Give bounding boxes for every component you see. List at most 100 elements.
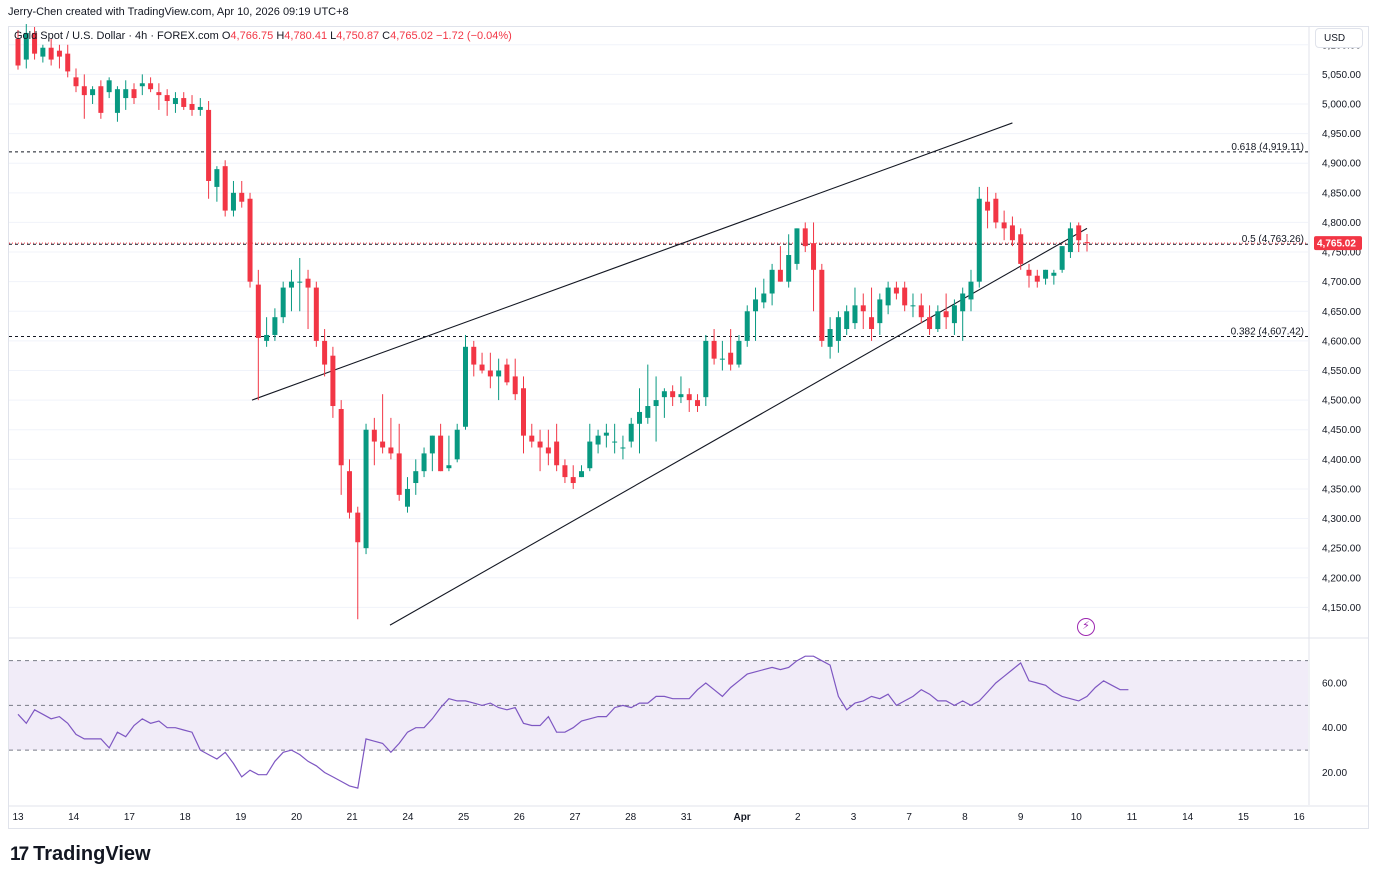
candle-body — [462, 346, 468, 427]
candle-body — [106, 80, 112, 93]
candle-body — [935, 311, 941, 330]
candle-body — [23, 32, 29, 60]
candle-body — [496, 370, 502, 377]
candle-body — [313, 287, 319, 341]
candle-body — [114, 89, 120, 113]
candle-body — [985, 201, 991, 211]
symbol-title[interactable]: Gold Spot / U.S. Dollar · 4h · FOREX.com — [14, 30, 219, 42]
candle-body — [40, 47, 46, 57]
candle-body — [413, 471, 419, 484]
candle-body — [520, 388, 526, 436]
candle-body — [239, 192, 245, 202]
last-price-badge — [1314, 236, 1362, 251]
candle-body — [728, 352, 734, 365]
candle-body — [247, 198, 253, 282]
low-value: 4,750.87 — [336, 30, 380, 42]
candle-body — [927, 317, 933, 330]
candle-body — [719, 358, 725, 360]
candle-body — [670, 391, 676, 398]
candle-body — [148, 83, 154, 90]
fib-level-label: 0.618 (4,919.11) — [1231, 142, 1304, 153]
price-tick-label: 4,550.00 — [1322, 366, 1361, 377]
candle-body — [943, 311, 949, 318]
price-tick-label: 4,800.00 — [1322, 218, 1361, 229]
candle-body — [181, 98, 187, 107]
currency-button[interactable]: USD — [1315, 28, 1363, 48]
candle-body — [429, 435, 435, 454]
close-key: C — [382, 30, 391, 42]
candle-body — [487, 370, 493, 377]
high-key: H — [276, 30, 285, 42]
candle-body — [794, 228, 800, 264]
candle-body — [537, 441, 543, 448]
rsi-tick-label: 40.00 — [1322, 723, 1347, 734]
rsi-line — [17, 655, 1129, 789]
candle-body — [1051, 272, 1057, 276]
candle-body — [802, 228, 808, 247]
candle-body — [15, 38, 21, 66]
candle-body — [968, 281, 974, 300]
price-tick-label: 5,050.00 — [1322, 70, 1361, 81]
time-tick-label: 17 — [124, 812, 136, 823]
lightning-icon[interactable]: ⚡ — [1077, 618, 1095, 636]
candle-body — [653, 400, 659, 407]
last-price-label: 4,765.02 — [1317, 239, 1356, 250]
candle-body — [637, 411, 643, 424]
candle-body — [711, 340, 717, 359]
candle-body — [164, 95, 170, 102]
candle-body — [214, 169, 220, 187]
candle-body — [579, 471, 585, 478]
time-tick-label: 8 — [962, 812, 968, 823]
time-tick-label: 16 — [1294, 812, 1306, 823]
tradingview-logo[interactable]: 17 TradingView — [10, 843, 151, 866]
candle-body — [156, 92, 162, 96]
candle-body — [570, 477, 576, 484]
candle-body — [98, 86, 104, 113]
price-tick-label: 4,150.00 — [1322, 603, 1361, 614]
time-tick-label: 24 — [402, 812, 414, 823]
candle-body — [645, 406, 651, 418]
candle-body — [330, 355, 336, 407]
change-value: −1.72 (−0.04%) — [436, 30, 512, 42]
tradingview-logo-text: TradingView — [33, 843, 151, 865]
candle-body — [703, 340, 709, 398]
candle-body — [811, 243, 817, 270]
candle-body — [404, 488, 410, 507]
candle-body — [297, 281, 303, 283]
candle-body — [438, 435, 444, 472]
candle-body — [446, 465, 452, 469]
candle-body — [976, 198, 982, 282]
candle-body — [736, 340, 742, 365]
candle-body — [545, 447, 551, 454]
rsi-tick-label: 20.00 — [1322, 768, 1347, 779]
candle-body — [554, 441, 560, 466]
price-tick-label: 4,750.00 — [1322, 248, 1361, 259]
candle-body — [81, 86, 87, 96]
candle-body — [471, 346, 477, 365]
candle-body — [139, 83, 145, 87]
candle-body — [1043, 269, 1049, 279]
low-key: L — [330, 30, 337, 42]
candle-body — [661, 391, 667, 398]
close-value: 4,765.02 — [390, 30, 433, 42]
candle-body — [918, 305, 924, 318]
candle-body — [1018, 234, 1024, 264]
candle-body — [769, 269, 775, 294]
time-tick-label: 7 — [906, 812, 912, 823]
candle-body — [322, 340, 328, 365]
candle-body — [264, 334, 270, 341]
candle-body — [388, 447, 394, 454]
candle-body — [761, 293, 767, 303]
time-tick-label: 10 — [1071, 812, 1083, 823]
candle-body — [280, 287, 286, 318]
candle-body — [678, 394, 684, 398]
open-key: O — [221, 30, 231, 42]
candle-body — [355, 512, 361, 543]
candle-body — [835, 317, 841, 341]
channel-upper-line — [251, 122, 1013, 401]
price-tick-label: 4,650.00 — [1322, 307, 1361, 318]
candle-body — [504, 364, 510, 383]
candle-body — [1076, 225, 1082, 241]
candle-body — [686, 394, 692, 401]
